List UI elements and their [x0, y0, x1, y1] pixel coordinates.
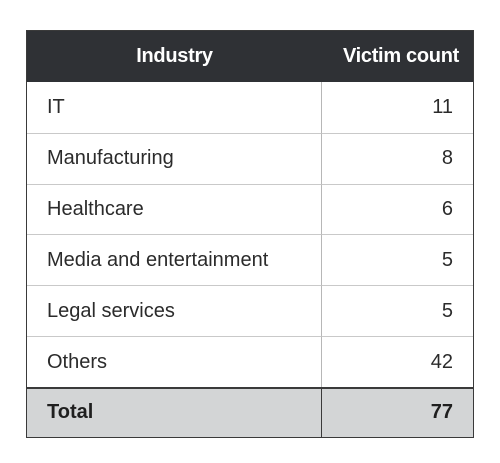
- row-label-manufacturing: Manufacturing: [27, 132, 322, 184]
- row-label-media: Media and entertainment: [27, 234, 322, 286]
- row-value-healthcare: 6: [322, 183, 473, 235]
- row-value-manufacturing: 8: [322, 132, 473, 184]
- row-label-others: Others: [27, 336, 322, 387]
- header-industry: Industry: [27, 31, 322, 82]
- total-value: 77: [322, 386, 473, 437]
- total-label: Total: [27, 386, 322, 437]
- header-victim-count: Victim count: [322, 31, 473, 82]
- industry-victim-table: Industry Victim count IT 11 Manufacturin…: [26, 30, 474, 438]
- row-value-it: 11: [432, 95, 453, 118]
- row-label-healthcare: Healthcare: [27, 183, 322, 235]
- row-label-legal: Legal services: [27, 285, 322, 337]
- row-value-others: 42: [322, 336, 473, 387]
- row-label-it: IT: [27, 82, 322, 133]
- row-value-legal: 5: [322, 285, 473, 336]
- row-value-media: 5: [322, 234, 473, 285]
